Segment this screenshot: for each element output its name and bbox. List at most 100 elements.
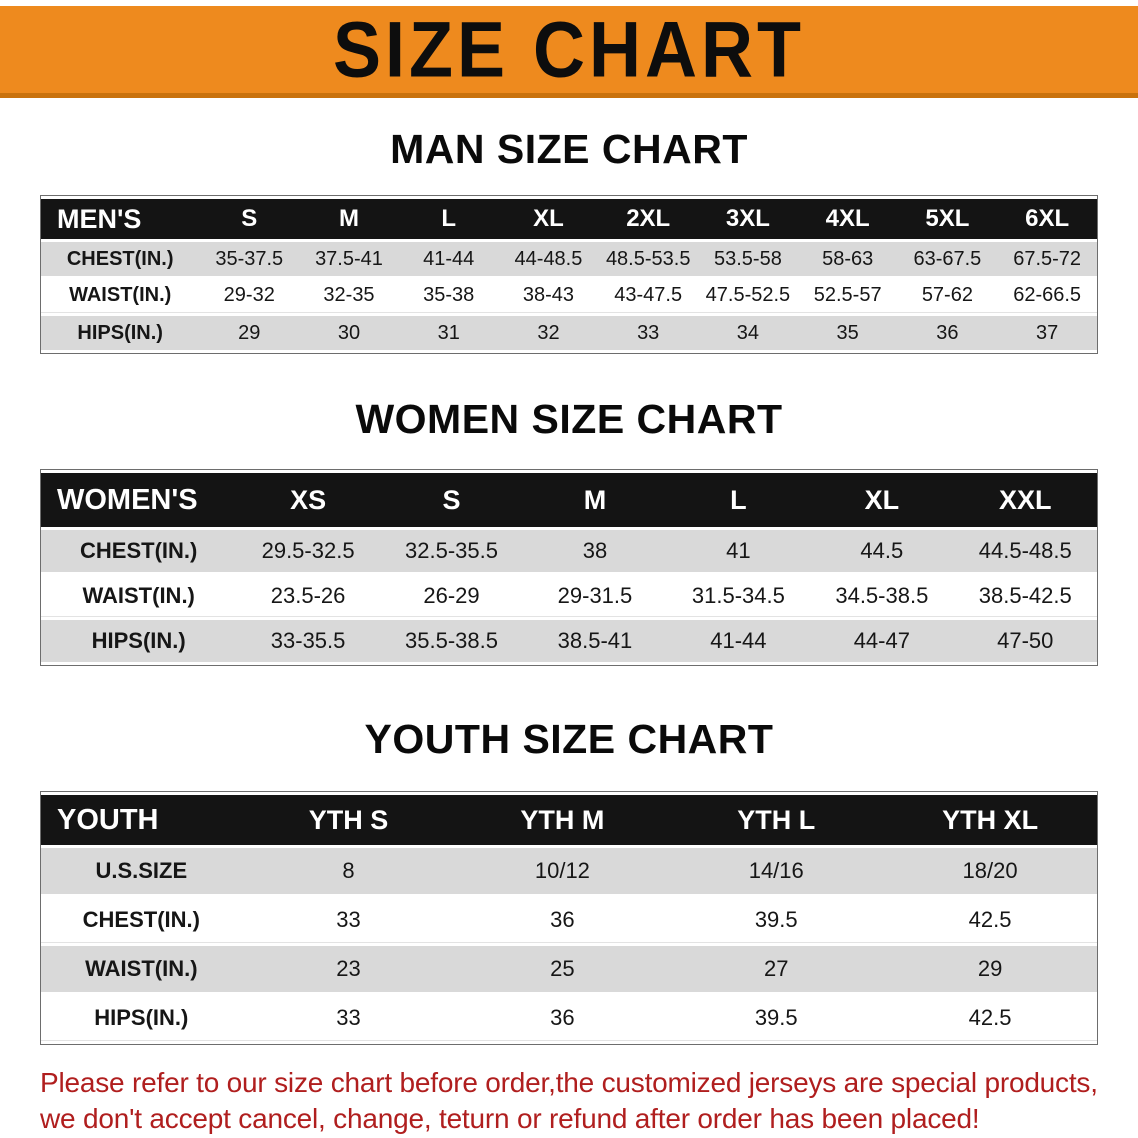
value-cell: 34 [698,316,798,350]
value-cell: 35 [797,316,898,350]
value-cell: 43-47.5 [598,279,699,313]
row-label-cell: CHEST(IN.) [41,242,200,276]
table-row: HIPS(IN.) 29 30 31 32 33 34 35 36 37 [41,316,1097,350]
value-cell: 41-44 [398,242,499,276]
size-header-cell: M [523,473,667,527]
value-cell: 58-63 [797,242,898,276]
size-header-cell: L [666,473,811,527]
value-cell: 38-43 [498,279,599,313]
size-header-cell: 3XL [698,199,798,239]
table-title-cell: WOMEN'S [41,473,237,527]
value-cell: 42.5 [883,897,1097,943]
value-cell: 23.5-26 [236,575,380,617]
men-section-heading: MAN SIZE CHART [390,126,748,172]
value-cell: 33 [241,897,456,943]
value-cell: 38 [523,530,667,572]
table-row: WAIST(IN.) 23 25 27 29 [41,946,1097,992]
value-cell: 29 [883,946,1097,992]
value-cell: 35-38 [398,279,499,313]
value-cell: 44.5 [810,530,954,572]
value-cell: 47.5-52.5 [698,279,798,313]
value-cell: 38.5-41 [523,620,667,662]
value-cell: 62-66.5 [997,279,1097,313]
size-header-cell: YTH XL [883,795,1097,845]
sections: MAN SIZE CHART MEN'S S M L XL 2XL 3XL 4XL 5XL 6XL C… [0,126,1138,1045]
value-cell: 26-29 [379,575,524,617]
disclaimer-note: Please refer to our size chart before or… [40,1065,1138,1137]
table-row: CHEST(IN.) 29.5-32.5 32.5-35.5 38 41 44.5 44.5… [41,530,1097,572]
row-label-cell: CHEST(IN.) [41,530,237,572]
row-label-cell: CHEST(IN.) [41,897,242,943]
row-label-cell: HIPS(IN.) [41,316,200,350]
size-header-cell: XL [810,473,954,527]
value-cell: 52.5-57 [797,279,898,313]
value-cell: 57-62 [897,279,998,313]
size-header-cell: XL [498,199,599,239]
table-title-cell: YOUTH [41,795,242,845]
value-cell: 44-48.5 [498,242,599,276]
value-cell: 31.5-34.5 [666,575,811,617]
value-cell: 14/16 [669,848,884,894]
youth-size-table: YOUTH YTH S YTH M YTH L YTH XL U.S.SIZE 8 10/12… [40,791,1098,1045]
section-women: WOMEN SIZE CHART WOMEN'S XS S M L XL XXL CHEST(I… [0,396,1138,666]
size-header-cell: M [299,199,399,239]
women-size-table: WOMEN'S XS S M L XL XXL CHEST(IN.) 29.5-32.5 32.5… [40,469,1098,666]
value-cell: 8 [241,848,456,894]
size-header-cell: 4XL [797,199,898,239]
size-header-cell: 6XL [997,199,1097,239]
value-cell: 29 [199,316,300,350]
value-cell: 35.5-38.5 [379,620,524,662]
value-cell: 63-67.5 [897,242,998,276]
value-cell: 18/20 [883,848,1097,894]
size-header-cell: 5XL [897,199,998,239]
value-cell: 44-47 [810,620,954,662]
note-line: we don't accept cancel, change, teturn o… [40,1102,980,1134]
value-cell: 37.5-41 [299,242,399,276]
size-header-cell: 2XL [598,199,699,239]
value-cell: 32-35 [299,279,399,313]
table-row: U.S.SIZE 8 10/12 14/16 18/20 [41,848,1097,894]
table-header-row: MEN'S S M L XL 2XL 3XL 4XL 5XL 6XL [41,199,1097,239]
row-label-cell: HIPS(IN.) [41,620,237,662]
table-row: WAIST(IN.) 23.5-26 26-29 29-31.5 31.5-34.5 34… [41,575,1097,617]
size-header-cell: YTH L [669,795,884,845]
value-cell: 39.5 [669,897,884,943]
size-header-cell: YTH M [455,795,670,845]
value-cell: 25 [455,946,670,992]
size-header-cell: S [199,199,300,239]
value-cell: 42.5 [883,995,1097,1041]
value-cell: 30 [299,316,399,350]
size-header-cell: XXL [953,473,1097,527]
row-label-cell: WAIST(IN.) [41,946,242,992]
banner-title: SIZE CHART [333,5,805,94]
note-line: Please refer to our size chart before or… [40,1067,1098,1098]
row-label-cell: U.S.SIZE [41,848,242,894]
row-label-cell: HIPS(IN.) [41,995,242,1041]
table-row: CHEST(IN.) 35-37.5 37.5-41 41-44 44-48.5 48.5… [41,242,1097,276]
value-cell: 34.5-38.5 [810,575,954,617]
value-cell: 29.5-32.5 [236,530,380,572]
value-cell: 29-31.5 [523,575,667,617]
value-cell: 10/12 [455,848,670,894]
value-cell: 35-37.5 [199,242,300,276]
table-row: WAIST(IN.) 29-32 32-35 35-38 38-43 43-47.5 47.… [41,279,1097,313]
table-row: HIPS(IN.) 33 36 39.5 42.5 [41,995,1097,1041]
youth-section-heading: YOUTH SIZE CHART [364,716,774,762]
value-cell: 33 [598,316,699,350]
value-cell: 33-35.5 [236,620,380,662]
value-cell: 36 [455,995,670,1041]
value-cell: 36 [455,897,670,943]
size-header-cell: S [379,473,524,527]
table-header-row: YOUTH YTH S YTH M YTH L YTH XL [41,795,1097,845]
value-cell: 67.5-72 [997,242,1097,276]
value-cell: 41-44 [666,620,811,662]
value-cell: 39.5 [669,995,884,1041]
value-cell: 23 [241,946,456,992]
size-header-cell: XS [236,473,380,527]
value-cell: 29-32 [199,279,300,313]
row-label-cell: WAIST(IN.) [41,575,237,617]
table-header-row: WOMEN'S XS S M L XL XXL [41,473,1097,527]
women-section-heading: WOMEN SIZE CHART [355,396,783,442]
table-row: CHEST(IN.) 33 36 39.5 42.5 [41,897,1097,943]
value-cell: 37 [997,316,1097,350]
